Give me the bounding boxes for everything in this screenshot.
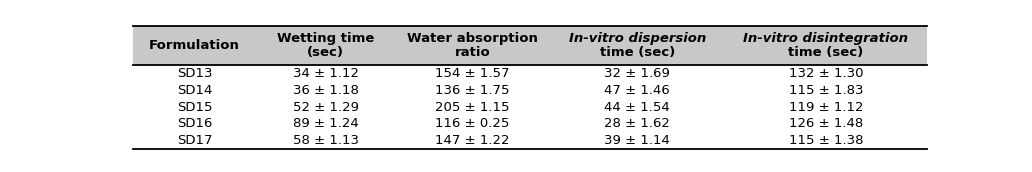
Text: 32 ± 1.69: 32 ± 1.69: [605, 67, 670, 80]
Text: (sec): (sec): [308, 46, 344, 59]
Text: 44 ± 1.54: 44 ± 1.54: [605, 101, 670, 114]
Text: Water absorption: Water absorption: [407, 32, 538, 45]
Text: SD14: SD14: [176, 84, 213, 97]
Text: 154 ± 1.57: 154 ± 1.57: [436, 67, 510, 80]
Text: SD13: SD13: [176, 67, 213, 80]
Text: 36 ± 1.18: 36 ± 1.18: [293, 84, 358, 97]
Text: Wetting time: Wetting time: [277, 32, 375, 45]
Text: 126 ± 1.48: 126 ± 1.48: [788, 117, 863, 131]
Text: SD16: SD16: [176, 117, 213, 131]
Text: 205 ± 1.15: 205 ± 1.15: [436, 101, 510, 114]
Bar: [133, 26, 927, 65]
Text: In-vitro dispersion: In-vitro dispersion: [569, 32, 706, 45]
Text: 39 ± 1.14: 39 ± 1.14: [605, 134, 670, 147]
Text: 115 ± 1.38: 115 ± 1.38: [788, 134, 863, 147]
Text: 119 ± 1.12: 119 ± 1.12: [788, 101, 863, 114]
Text: In-vitro disintegration: In-vitro disintegration: [743, 32, 908, 45]
Text: 52 ± 1.29: 52 ± 1.29: [293, 101, 358, 114]
Text: 115 ± 1.83: 115 ± 1.83: [788, 84, 863, 97]
Text: SD17: SD17: [176, 134, 213, 147]
Text: 89 ± 1.24: 89 ± 1.24: [293, 117, 358, 131]
Text: 47 ± 1.46: 47 ± 1.46: [605, 84, 670, 97]
Text: 28 ± 1.62: 28 ± 1.62: [605, 117, 670, 131]
Text: 116 ± 0.25: 116 ± 0.25: [436, 117, 510, 131]
Text: time (sec): time (sec): [788, 46, 864, 59]
Text: 136 ± 1.75: 136 ± 1.75: [436, 84, 510, 97]
Text: 132 ± 1.30: 132 ± 1.30: [788, 67, 863, 80]
Text: Formulation: Formulation: [149, 39, 240, 52]
Text: time (sec): time (sec): [600, 46, 675, 59]
Text: ratio: ratio: [455, 46, 490, 59]
Text: 147 ± 1.22: 147 ± 1.22: [436, 134, 510, 147]
Text: SD15: SD15: [176, 101, 213, 114]
Text: 58 ± 1.13: 58 ± 1.13: [293, 134, 358, 147]
Text: 34 ± 1.12: 34 ± 1.12: [293, 67, 358, 80]
